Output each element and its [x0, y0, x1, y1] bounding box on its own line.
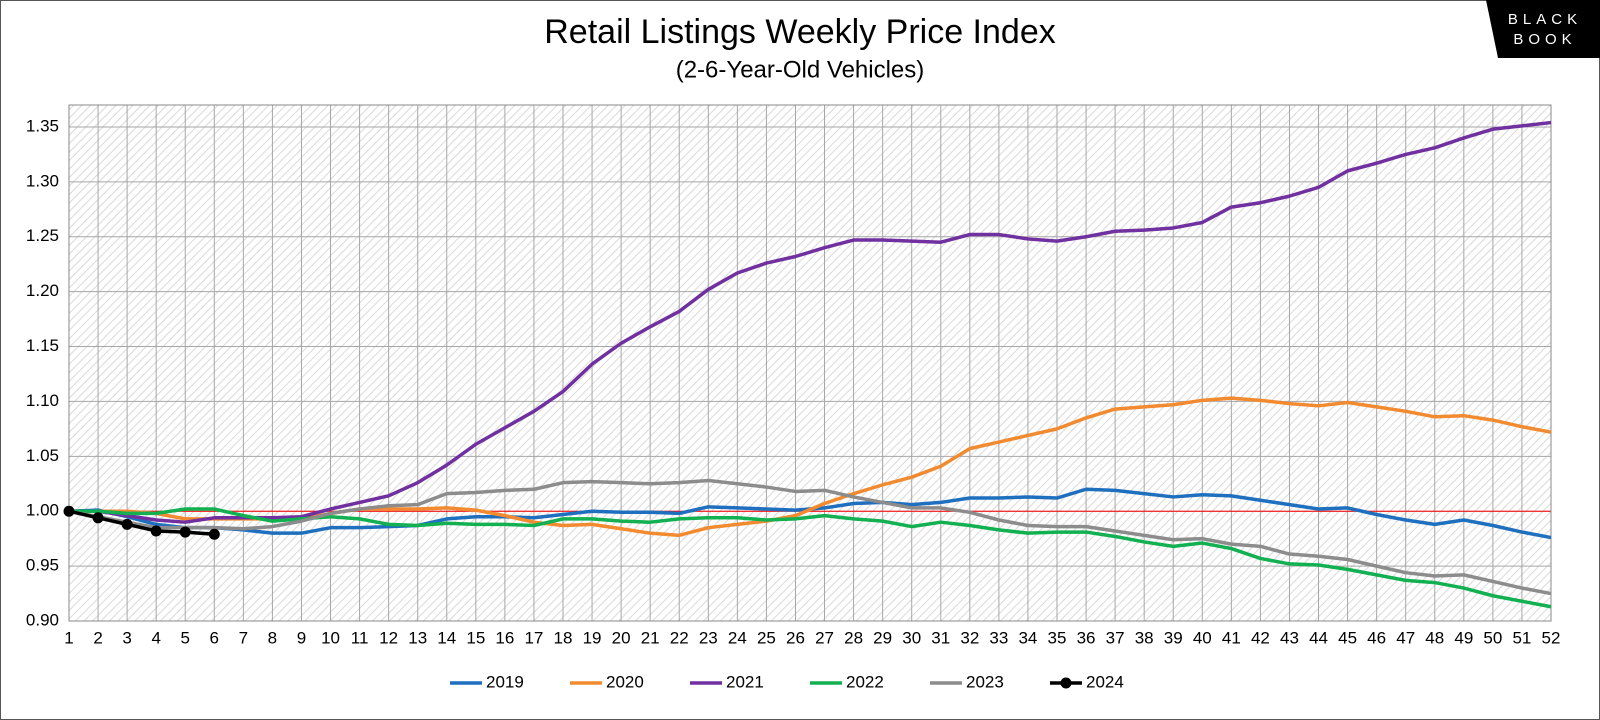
x-tick-label: 51: [1512, 628, 1531, 647]
y-tick-label: 1.10: [26, 391, 59, 410]
logo-badge: [1486, 0, 1600, 58]
x-tick-label: 30: [902, 628, 921, 647]
x-tick-label: 34: [1018, 628, 1037, 647]
legend-label: 2024: [1086, 672, 1124, 691]
legend-label: 2023: [966, 672, 1004, 691]
y-tick-label: 1.20: [26, 281, 59, 300]
x-tick-label: 45: [1338, 628, 1357, 647]
x-tick-label: 12: [379, 628, 398, 647]
x-tick-label: 39: [1164, 628, 1183, 647]
y-tick-label: 1.35: [26, 116, 59, 135]
point: [121, 518, 133, 530]
x-tick-label: 17: [524, 628, 543, 647]
x-tick-label: 36: [1077, 628, 1096, 647]
y-tick-label: 1.30: [26, 171, 59, 190]
x-tick-label: 8: [268, 628, 277, 647]
legend: 2019 2020 2021 2022 2023 2024: [450, 672, 1124, 691]
x-tick-label: 21: [641, 628, 660, 647]
x-tick-label: 6: [210, 628, 219, 647]
x-tick-label: 32: [960, 628, 979, 647]
x-tick-label: 13: [408, 628, 427, 647]
series-line: [68, 478, 1552, 596]
y-tick-label: 1.05: [26, 446, 59, 465]
logo-text: BLACK: [1508, 11, 1582, 28]
x-tick-label: 15: [466, 628, 485, 647]
x-tick-label: 7: [239, 628, 248, 647]
point: [92, 512, 104, 524]
x-tick-label: 42: [1251, 628, 1270, 647]
x-tick-label: 37: [1106, 628, 1125, 647]
x-tick-label: 24: [728, 628, 747, 647]
x-tick-label: 27: [815, 628, 834, 647]
x-tick-label: 47: [1396, 628, 1415, 647]
x-tick-label: 52: [1542, 628, 1561, 647]
legend-label: 2021: [726, 672, 764, 691]
x-tick-label: 2: [93, 628, 102, 647]
x-tick-label: 35: [1048, 628, 1067, 647]
x-tick-label: 18: [554, 628, 573, 647]
y-tick-label: 1.25: [26, 226, 59, 245]
logo-text: BOOK: [1513, 31, 1576, 48]
x-tick-label: 20: [612, 628, 631, 647]
x-tick-label: 19: [583, 628, 602, 647]
logo: BLACK BOOK: [1486, 0, 1600, 58]
x-tick-label: 44: [1309, 628, 1328, 647]
x-tick-label: 10: [321, 628, 340, 647]
x-tick-label: 28: [844, 628, 863, 647]
x-tick-label: 50: [1483, 628, 1502, 647]
x-tick-label: 31: [931, 628, 950, 647]
x-tick-label: 4: [151, 628, 160, 647]
legend-label: 2022: [846, 672, 884, 691]
x-tick-label: 40: [1193, 628, 1212, 647]
y-tick-label: 0.95: [26, 556, 59, 575]
x-tick-label: 43: [1280, 628, 1299, 647]
x-tick-label: 1: [64, 628, 73, 647]
point: [63, 505, 75, 517]
series-line: [69, 120, 1552, 524]
x-tick-label: 25: [757, 628, 776, 647]
chart-subtitle: (2-6-Year-Old Vehicles): [676, 56, 925, 83]
x-tick-label: 48: [1425, 628, 1444, 647]
x-tick-label: 16: [495, 628, 514, 647]
legend-marker: [1060, 677, 1072, 689]
x-tick-label: 33: [989, 628, 1008, 647]
x-tick-label: 46: [1367, 628, 1386, 647]
plot-border: [68, 104, 1552, 622]
legend-label: 2020: [606, 672, 644, 691]
chart-title: Retail Listings Weekly Price Index: [544, 13, 1055, 51]
point: [150, 525, 162, 537]
x-tick-label: 41: [1222, 628, 1241, 647]
x-tick-label: 23: [699, 628, 718, 647]
y-tick-label: 1.15: [26, 336, 59, 355]
x-tick-label: 9: [297, 628, 306, 647]
y-tick-label: 1.00: [26, 501, 59, 520]
y-tick-label: 0.90: [26, 610, 59, 629]
x-tick-label: 26: [786, 628, 805, 647]
x-tick-label: 22: [670, 628, 689, 647]
x-tick-label: 38: [1135, 628, 1154, 647]
x-tick-label: 29: [873, 628, 892, 647]
point: [208, 528, 220, 540]
x-tick-label: 49: [1454, 628, 1473, 647]
x-tick-label: 3: [122, 628, 131, 647]
point: [179, 526, 191, 538]
x-tick-label: 5: [181, 628, 190, 647]
x-tick-label: 11: [351, 628, 369, 647]
legend-label: 2019: [486, 672, 524, 691]
x-tick-label: 14: [437, 628, 456, 647]
